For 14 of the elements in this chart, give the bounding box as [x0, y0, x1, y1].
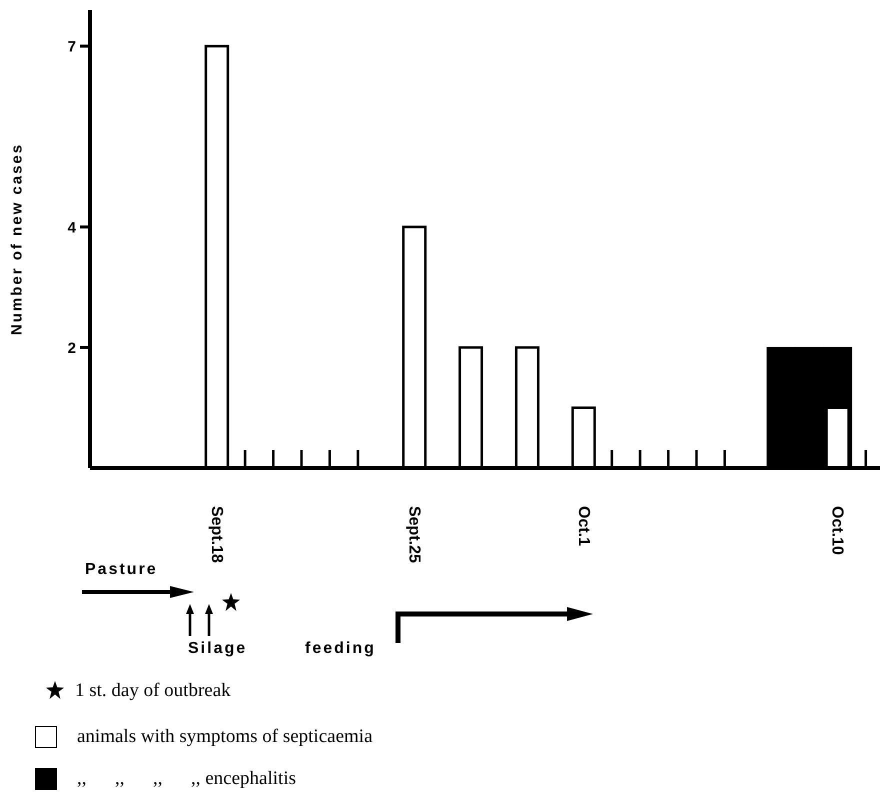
x-tick-label: Oct.1 — [574, 506, 592, 546]
legend-label: ,, ,, ,, ,, encephalitis — [77, 768, 296, 790]
y-tick-label: 2 — [68, 340, 78, 357]
text: 1 st. day of outbreak — [75, 680, 231, 702]
x-tick-label: Sept.18 — [208, 506, 225, 564]
x-tick-label: Oct.10 — [828, 506, 846, 556]
text: Pasture — [85, 561, 158, 579]
x-tick-label: Sept.25 — [405, 506, 422, 564]
text: Silage — [188, 640, 248, 658]
y-axis-title: Number of new cases — [8, 142, 26, 336]
y-tick-label: 4 — [68, 219, 78, 236]
text: feeding — [305, 640, 376, 658]
y-tick-label: 7 — [68, 38, 78, 56]
legend-label: animals with symptoms of septicaemia — [77, 726, 373, 748]
